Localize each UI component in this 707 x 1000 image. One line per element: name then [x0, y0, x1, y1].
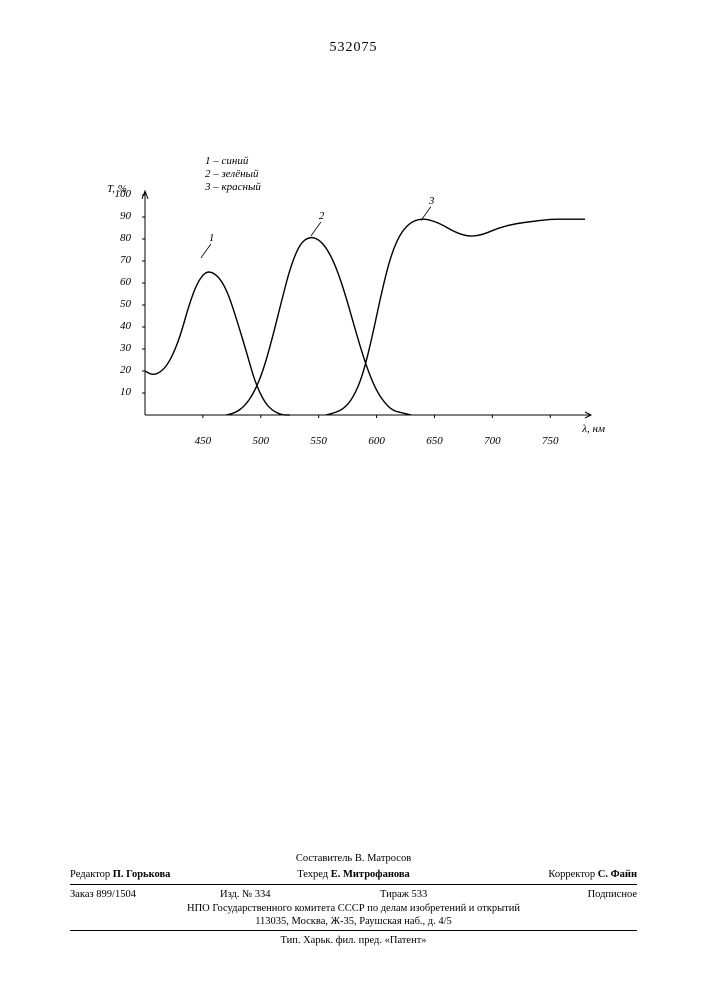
curve-label: 3	[429, 195, 435, 207]
y-tick-label: 80	[111, 232, 131, 244]
y-tick-label: 30	[111, 342, 131, 354]
footer-compiler: Составитель В. Матросов	[70, 852, 637, 867]
y-tick-label: 50	[111, 298, 131, 310]
y-tick-label: 60	[111, 276, 131, 288]
footer-publisher2: 113035, Москва, Ж-35, Раушская наб., д. …	[70, 915, 637, 930]
x-tick-label: 600	[368, 435, 385, 447]
footer-rule	[70, 884, 637, 885]
x-axis-label: λ, нм	[582, 423, 605, 435]
footer-rule	[70, 930, 637, 931]
x-tick-label: 550	[310, 435, 327, 447]
x-tick-label: 500	[253, 435, 270, 447]
curve-label: 1	[209, 232, 215, 244]
transmission-chart: 1 – синий 2 – зелёный 3 – красный T, % λ…	[135, 185, 595, 445]
y-tick-label: 40	[111, 320, 131, 332]
chart-legend: 1 – синий 2 – зелёный 3 – красный	[205, 155, 261, 195]
chart-svg	[135, 185, 595, 445]
page: 532075 1 – синий 2 – зелёный 3 – красный…	[0, 0, 707, 1000]
y-tick-label: 90	[111, 210, 131, 222]
y-tick-label: 100	[111, 188, 131, 200]
x-tick-label: 750	[542, 435, 559, 447]
legend-item: 2 – зелёный	[205, 168, 261, 181]
y-tick-label: 20	[111, 364, 131, 376]
curve-label: 2	[319, 210, 325, 222]
legend-item: 3 – красный	[205, 181, 261, 194]
legend-item: 1 – синий	[205, 155, 261, 168]
y-tick-label: 70	[111, 254, 131, 266]
x-tick-label: 650	[426, 435, 443, 447]
y-tick-label: 10	[111, 386, 131, 398]
footer-printer: Тип. Харьк. фил. пред. «Патент»	[70, 934, 637, 949]
x-tick-label: 700	[484, 435, 501, 447]
x-tick-label: 450	[195, 435, 212, 447]
document-number: 532075	[0, 40, 707, 56]
